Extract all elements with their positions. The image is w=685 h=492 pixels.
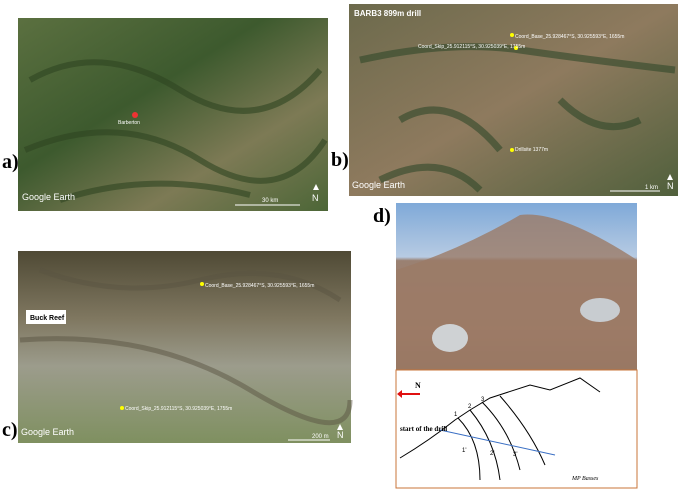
panel-c: Buck Reef Coord_Base_25.928467°S, 30.925… (2, 251, 353, 443)
label-box (26, 310, 66, 324)
panel-d: d) N start of the drill 1 2 3 1' 2' 3' M… (373, 203, 638, 489)
panel-label: a) (2, 151, 19, 173)
marker (510, 33, 514, 37)
terrain (359, 43, 676, 193)
marker (514, 46, 518, 50)
north-label: N (415, 381, 421, 390)
marker (120, 406, 124, 410)
marker (510, 148, 514, 152)
place-label: Barberton (118, 120, 140, 126)
arrow-head (397, 390, 402, 398)
north-label: N (667, 181, 674, 191)
scale-label: 200 m (312, 434, 329, 440)
mark: 1' (462, 448, 466, 454)
source: Google Earth (352, 180, 405, 190)
place-label: Coord_Skip_25.912115°S, 30.925039°E, 175… (125, 406, 232, 412)
mark: 1 (454, 412, 458, 418)
north-label: N (312, 193, 319, 203)
satellite-image (349, 4, 678, 196)
place-label: Coord_Base_25.928467°S, 30.925593°E, 165… (515, 34, 624, 40)
place-label: Coord_Skip_25.912115°S, 30.925039°E, 175… (418, 44, 525, 50)
panel-title: BARB3 899m drill (354, 9, 421, 18)
north-arrow (667, 174, 673, 180)
strata (457, 395, 546, 481)
panel-label: c) (2, 419, 18, 441)
outline (399, 377, 601, 459)
source: Google Earth (21, 427, 74, 437)
drill-label: start of the drill (400, 425, 447, 433)
scale-label: 30 km (262, 198, 278, 204)
terrain (19, 267, 353, 426)
rock (580, 298, 620, 322)
place-label: Drillsite 1377m (515, 147, 548, 153)
panel-b: BARB3 899m drill Coord_Base_25.928467°S,… (331, 4, 678, 196)
panel-label: b) (331, 149, 349, 171)
mark: 2 (468, 404, 472, 410)
scale-label: 1 km (645, 185, 658, 191)
panel-a: Barberton Google Earth 30 km N a) (2, 18, 328, 211)
source: Google Earth (22, 192, 75, 202)
terrain (23, 59, 328, 203)
north-arrow (337, 424, 343, 430)
panel-label: d) (373, 205, 391, 227)
mark: 3' (513, 452, 517, 458)
mark: 3 (481, 397, 485, 403)
mark: 2' (490, 451, 494, 457)
marker (200, 282, 204, 286)
place-label: Coord_Base_25.928467°S, 30.925593°E, 165… (205, 283, 314, 289)
north-label: N (337, 430, 344, 440)
credit: MP Basses (571, 476, 599, 482)
drill-line (439, 429, 556, 456)
north-arrow (313, 184, 319, 190)
rock (432, 324, 468, 352)
marker (132, 112, 138, 118)
panel-title: Buck Reef (30, 315, 65, 322)
